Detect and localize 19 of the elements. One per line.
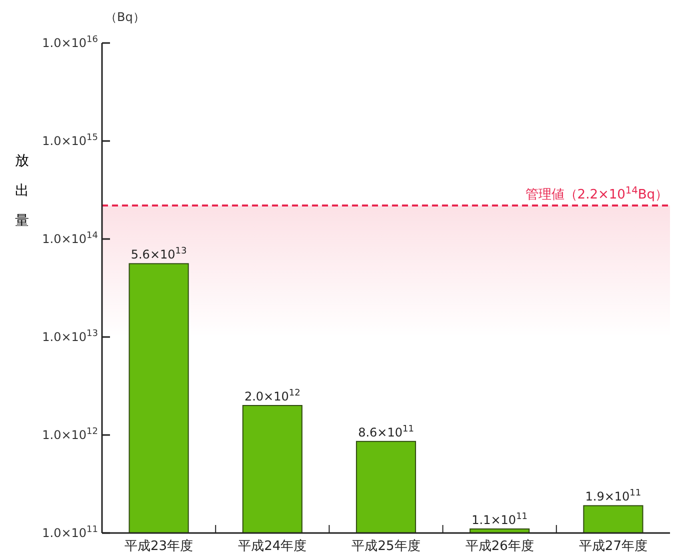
y-tick-label: 1.0×10$^{16}$ xyxy=(42,35,98,50)
data-label: 8.6×10$^{11}$ xyxy=(358,424,414,440)
y-tick-label: 1.0×10$^{11}$ xyxy=(42,525,98,540)
y-tick-label: 1.0×10$^{15}$ xyxy=(42,133,98,148)
x-tick-label: 平成27年度 xyxy=(578,538,648,554)
x-tick-label: 平成25年度 xyxy=(352,538,420,554)
data-label: 2.0×10$^{12}$ xyxy=(244,388,300,404)
y-axis-title: 放出量 xyxy=(15,153,29,229)
text: （Bq） xyxy=(105,10,145,24)
y-tick-label: 1.0×10$^{12}$ xyxy=(42,427,98,442)
y-tick-label: 1.0×10$^{14}$ xyxy=(42,231,98,246)
x-tick-label: 平成23年度 xyxy=(124,538,194,554)
data-label: 5.6×10$^{13}$ xyxy=(130,246,187,262)
data-label: 1.9×10$^{11}$ xyxy=(585,488,642,504)
data-label: 1.1×10$^{11}$ xyxy=(472,512,528,527)
x-tick-label: 平成24年度 xyxy=(238,538,307,554)
y-tick-label: 1.0×10$^{13}$ xyxy=(42,329,98,344)
x-tick-label: 平成26年度 xyxy=(465,538,534,554)
ref-line-label: 管理値（2.2×10$^{14}$Bq） xyxy=(525,184,668,202)
